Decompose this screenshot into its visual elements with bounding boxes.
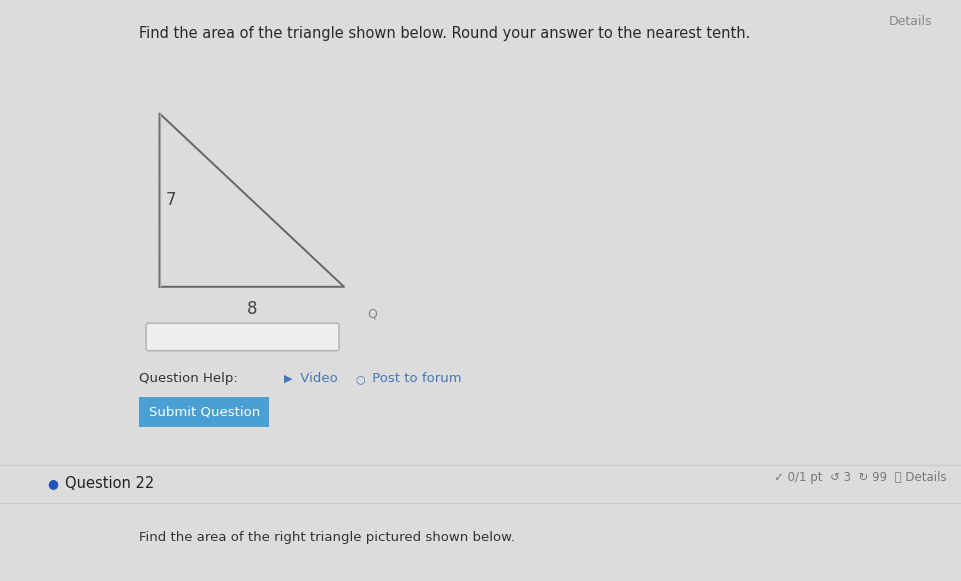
Text: 7: 7 xyxy=(166,191,177,209)
Text: ●: ● xyxy=(47,477,59,490)
Text: ○: ○ xyxy=(356,374,365,384)
Text: Find the area of the triangle shown below. Round your answer to the nearest tent: Find the area of the triangle shown belo… xyxy=(139,26,751,41)
Text: Post to forum: Post to forum xyxy=(368,372,461,385)
Text: Question 22: Question 22 xyxy=(65,476,155,491)
Text: Submit Question: Submit Question xyxy=(149,406,259,418)
Text: Video: Video xyxy=(296,372,337,385)
FancyBboxPatch shape xyxy=(146,323,339,351)
Text: Find the area of the right triangle pictured shown below.: Find the area of the right triangle pict… xyxy=(139,531,515,544)
Text: ✓ 0/1 pt  ↺ 3  ↻ 99  ⓘ Details: ✓ 0/1 pt ↺ 3 ↻ 99 ⓘ Details xyxy=(774,471,947,484)
Text: Q: Q xyxy=(367,307,377,321)
Text: ▶: ▶ xyxy=(283,374,292,384)
Text: Question Help:: Question Help: xyxy=(139,372,238,385)
Text: 8: 8 xyxy=(247,300,257,318)
Text: Details: Details xyxy=(889,15,932,27)
